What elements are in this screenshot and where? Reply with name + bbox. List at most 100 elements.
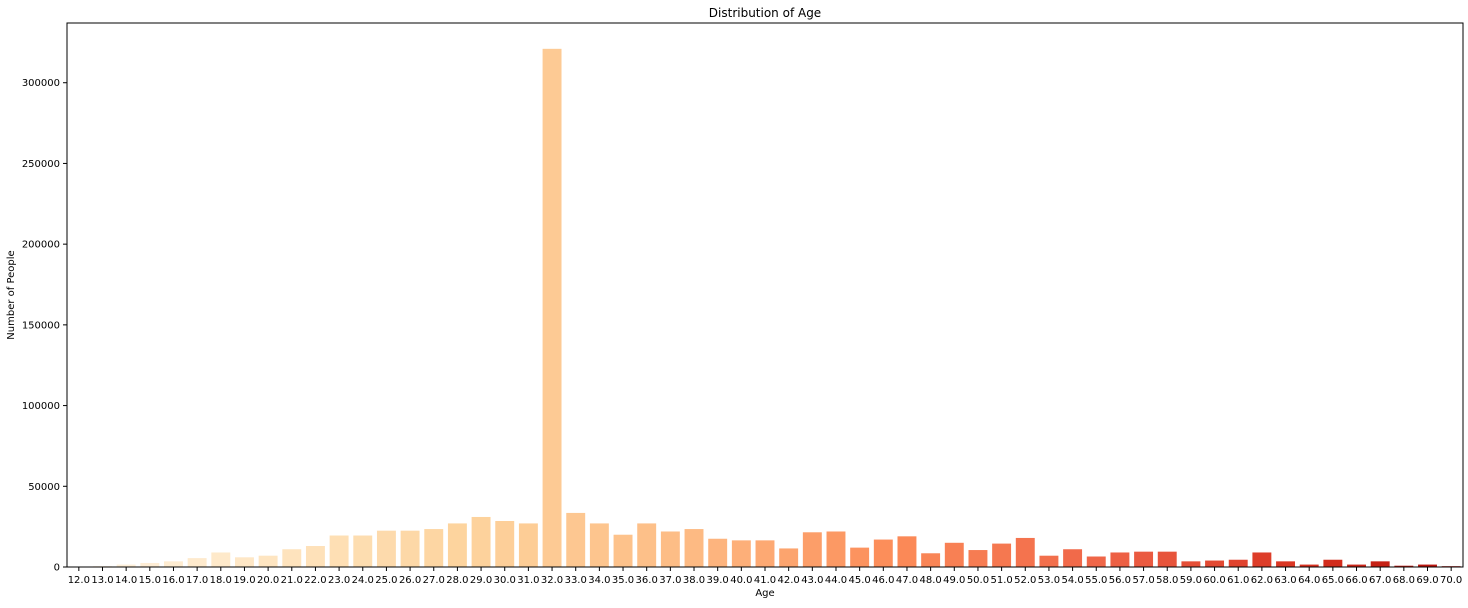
bar-45.0: [850, 548, 869, 567]
y-tick-label: 0: [54, 563, 60, 574]
x-tick-label: 14.0: [115, 575, 137, 586]
bar-52.0: [1016, 538, 1035, 567]
bar-50.0: [968, 550, 987, 567]
x-tick-label: 45.0: [849, 575, 871, 586]
x-tick-label: 19.0: [233, 575, 255, 586]
x-tick-label: 54.0: [1061, 575, 1083, 586]
x-tick-label: 25.0: [375, 575, 397, 586]
x-tick-label: 56.0: [1109, 575, 1131, 586]
bar-41.0: [756, 540, 775, 567]
x-tick-label: 67.0: [1369, 575, 1391, 586]
plot-frame: [67, 23, 1463, 567]
bar-58.0: [1158, 552, 1177, 567]
bar-34.0: [590, 523, 609, 567]
bar-18.0: [211, 552, 230, 567]
bar-27.0: [424, 529, 443, 567]
x-tick-label: 68.0: [1393, 575, 1415, 586]
bar-54.0: [1063, 549, 1082, 567]
bar-20.0: [259, 556, 278, 567]
x-tick-label: 60.0: [1203, 575, 1225, 586]
bar-59.0: [1181, 561, 1200, 567]
bar-51.0: [992, 544, 1011, 567]
x-tick-label: 24.0: [352, 575, 374, 586]
y-tick-label: 250000: [22, 159, 60, 170]
bar-63.0: [1276, 561, 1295, 567]
bar-35.0: [614, 535, 633, 567]
bar-32.0: [543, 49, 562, 567]
x-tick-label: 44.0: [825, 575, 847, 586]
y-tick-label: 100000: [22, 401, 60, 412]
x-tick-label: 28.0: [446, 575, 468, 586]
x-tick-label: 48.0: [919, 575, 941, 586]
x-tick-label: 17.0: [186, 575, 208, 586]
bar-39.0: [708, 539, 727, 567]
y-tick-label: 200000: [22, 240, 60, 251]
bar-53.0: [1039, 556, 1058, 567]
bar-31.0: [519, 523, 538, 567]
x-tick-label: 49.0: [943, 575, 965, 586]
x-tick-label: 62.0: [1251, 575, 1273, 586]
x-tick-label: 15.0: [139, 575, 161, 586]
x-tick-label: 52.0: [1014, 575, 1036, 586]
x-tick-label: 57.0: [1132, 575, 1154, 586]
bar-67.0: [1371, 561, 1390, 567]
x-tick-label: 34.0: [588, 575, 610, 586]
x-axis-label: Age: [755, 588, 774, 599]
x-tick-label: 20.0: [257, 575, 279, 586]
x-tick-label: 64.0: [1298, 575, 1320, 586]
bar-43.0: [803, 532, 822, 567]
x-tick-label: 50.0: [967, 575, 989, 586]
bar-series: [69, 49, 1460, 567]
x-tick-label: 63.0: [1274, 575, 1296, 586]
x-tick-label: 58.0: [1156, 575, 1178, 586]
y-tick-label: 50000: [28, 482, 60, 493]
x-tick-label: 26.0: [399, 575, 421, 586]
x-tick-label: 59.0: [1180, 575, 1202, 586]
x-tick-label: 69.0: [1416, 575, 1438, 586]
y-tick-label: 150000: [22, 320, 60, 331]
bar-47.0: [898, 536, 917, 567]
x-tick-label: 51.0: [990, 575, 1012, 586]
bar-46.0: [874, 540, 893, 567]
bar-15.0: [140, 563, 159, 567]
x-tick-label: 65.0: [1322, 575, 1344, 586]
x-tick-label: 18.0: [210, 575, 232, 586]
x-tick-label: 23.0: [328, 575, 350, 586]
bar-48.0: [921, 553, 940, 567]
bar-24.0: [353, 536, 372, 567]
x-tick-label: 47.0: [896, 575, 918, 586]
bar-44.0: [827, 531, 846, 567]
x-tick-label: 55.0: [1085, 575, 1107, 586]
x-tick-label: 37.0: [659, 575, 681, 586]
x-tick-label: 27.0: [423, 575, 445, 586]
bar-16.0: [164, 561, 183, 567]
x-tick-label: 13.0: [91, 575, 113, 586]
bar-49.0: [945, 543, 964, 567]
bar-29.0: [472, 517, 491, 567]
x-tick-label: 39.0: [707, 575, 729, 586]
bar-60.0: [1205, 561, 1224, 567]
x-tick-label: 66.0: [1345, 575, 1367, 586]
chart-title: Distribution of Age: [709, 6, 821, 20]
bar-25.0: [377, 531, 396, 567]
x-tick-label: 46.0: [872, 575, 894, 586]
x-tick-label: 32.0: [541, 575, 563, 586]
bar-61.0: [1229, 560, 1248, 567]
x-tick-label: 31.0: [517, 575, 539, 586]
x-tick-label: 29.0: [470, 575, 492, 586]
x-tick-label: 36.0: [636, 575, 658, 586]
y-axis-label: Number of People: [6, 250, 17, 339]
bar-37.0: [661, 531, 680, 567]
bar-33.0: [566, 513, 585, 567]
x-tick-label: 42.0: [778, 575, 800, 586]
x-tick-label: 33.0: [565, 575, 587, 586]
x-tick-label: 43.0: [801, 575, 823, 586]
x-tick-label: 53.0: [1038, 575, 1060, 586]
x-tick-label: 21.0: [281, 575, 303, 586]
x-tick-label: 12.0: [68, 575, 90, 586]
bar-28.0: [448, 523, 467, 567]
